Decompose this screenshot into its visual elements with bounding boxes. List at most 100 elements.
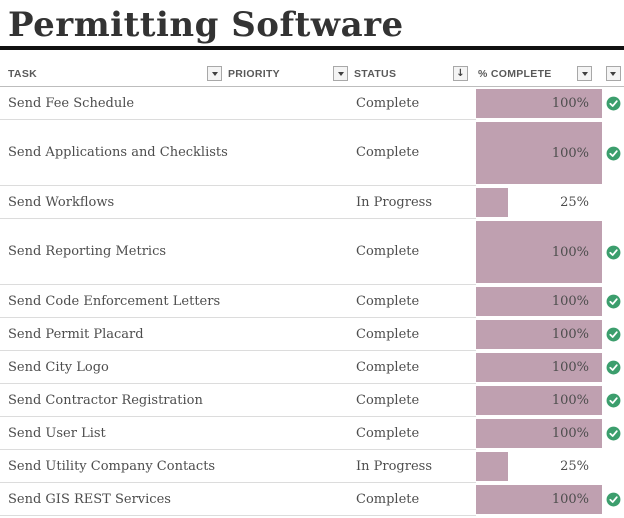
percent-label: 100% [551, 327, 589, 342]
check-cell[interactable] [602, 120, 624, 186]
check-cell[interactable] [602, 384, 624, 417]
status-cell[interactable]: Complete [352, 384, 476, 417]
column-header-task: TASK [8, 67, 38, 80]
table-row: Send GIS REST Services Complete 100% [0, 483, 624, 516]
task-label: Send Workflows [8, 194, 115, 210]
task-cell[interactable]: Send Applications and Checklists [0, 120, 228, 186]
priority-cell[interactable] [226, 384, 352, 417]
status-label: Complete [356, 491, 420, 507]
status-cell[interactable]: Complete [352, 120, 476, 186]
task-label: Send City Logo [8, 359, 109, 375]
priority-cell[interactable] [226, 450, 352, 483]
header-cell-percent-complete[interactable]: % COMPLETE [476, 61, 602, 86]
status-label: Complete [356, 326, 420, 342]
check-cell[interactable] [602, 318, 624, 351]
check-cell[interactable] [602, 450, 624, 483]
task-cell[interactable]: Send User List [0, 417, 226, 450]
percent-complete-cell[interactable]: 100% [476, 120, 602, 186]
percent-label: 100% [551, 393, 589, 408]
priority-cell[interactable] [226, 285, 352, 318]
status-label: Complete [356, 293, 420, 309]
task-cell[interactable]: Send Permit Placard [0, 318, 226, 351]
percent-label: 100% [551, 96, 589, 111]
filter-dropdown-icon [581, 71, 588, 76]
status-cell[interactable]: Complete [352, 351, 476, 384]
table-row: Send Reporting Metrics Complete 100% [0, 219, 624, 285]
check-cell[interactable] [602, 186, 624, 219]
header-cell-check[interactable] [602, 61, 624, 86]
priority-cell[interactable] [226, 318, 352, 351]
priority-cell[interactable] [226, 219, 352, 285]
status-label: Complete [356, 145, 420, 160]
percent-label: 100% [551, 492, 589, 507]
percent-complete-cell[interactable]: 25% [476, 450, 602, 483]
check-cell[interactable] [602, 285, 624, 318]
status-cell[interactable]: Complete [352, 87, 476, 120]
percent-label: 25% [560, 459, 589, 474]
priority-cell[interactable] [226, 417, 352, 450]
task-cell[interactable]: Send Contractor Registration [0, 384, 226, 417]
complete-check-icon [606, 294, 620, 309]
percent-complete-cell[interactable]: 100% [476, 87, 602, 120]
table-row: Send Code Enforcement Letters Complete 100… [0, 285, 624, 318]
percent-complete-cell[interactable]: 100% [476, 417, 602, 450]
status-sort-filter-button[interactable]: ↓ [453, 66, 468, 81]
progress-bar [476, 353, 602, 382]
check-cell[interactable] [602, 219, 624, 285]
status-label: Complete [356, 95, 420, 111]
percent-complete-cell[interactable]: 100% [476, 318, 602, 351]
progress-bar [476, 89, 602, 118]
status-label: In Progress [356, 194, 433, 210]
priority-cell[interactable] [226, 120, 352, 186]
check-column-filter-button[interactable] [605, 66, 621, 81]
status-cell[interactable]: Complete [352, 417, 476, 450]
page-title: Permitting Software [8, 5, 404, 45]
header-cell-status[interactable]: STATUS ↓ [352, 61, 476, 86]
progress-bar [476, 485, 602, 514]
status-cell[interactable]: In Progress [352, 450, 476, 483]
percent-label: 100% [551, 360, 589, 375]
percent-complete-cell[interactable]: 100% [476, 219, 602, 285]
progress-bar [476, 221, 602, 283]
task-label: Send Reporting Metrics [8, 244, 167, 259]
task-cell[interactable]: Send Fee Schedule [0, 87, 226, 120]
filter-dropdown-icon [337, 71, 344, 76]
percent-complete-cell[interactable]: 100% [476, 483, 602, 516]
percent-complete-cell[interactable]: 25% [476, 186, 602, 219]
priority-cell[interactable] [226, 483, 352, 516]
task-filter-button[interactable] [207, 66, 222, 81]
percent-complete-cell[interactable]: 100% [476, 351, 602, 384]
table-row: Send Utility Company Contacts In Progress… [0, 450, 624, 483]
status-cell[interactable]: Complete [352, 318, 476, 351]
task-cell[interactable]: Send Workflows [0, 186, 226, 219]
task-table: TASK PRIORITY STATUS ↓ % COMPLETE [0, 61, 624, 516]
status-cell[interactable]: In Progress [352, 186, 476, 219]
priority-cell[interactable] [226, 186, 352, 219]
status-cell[interactable]: Complete [352, 219, 476, 285]
header-cell-task[interactable]: TASK [0, 61, 226, 86]
task-cell[interactable]: Send Code Enforcement Letters [0, 285, 226, 318]
priority-filter-button[interactable] [333, 66, 348, 81]
check-cell[interactable] [602, 483, 624, 516]
priority-cell[interactable] [226, 87, 352, 120]
status-cell[interactable]: Complete [352, 483, 476, 516]
header-cell-priority[interactable]: PRIORITY [226, 61, 352, 86]
task-cell[interactable]: Send Utility Company Contacts [0, 450, 226, 483]
task-label: Send Utility Company Contacts [8, 458, 216, 474]
percent-complete-filter-button[interactable] [577, 66, 592, 81]
check-cell[interactable] [602, 351, 624, 384]
task-label: Send Code Enforcement Letters [8, 293, 221, 309]
progress-bar [476, 419, 602, 448]
percent-complete-cell[interactable]: 100% [476, 285, 602, 318]
task-cell[interactable]: Send Reporting Metrics [0, 219, 226, 285]
progress-bar [476, 287, 602, 316]
task-cell[interactable]: Send GIS REST Services [0, 483, 226, 516]
percent-complete-cell[interactable]: 100% [476, 384, 602, 417]
check-cell[interactable] [602, 417, 624, 450]
status-cell[interactable]: Complete [352, 285, 476, 318]
check-cell[interactable] [602, 87, 624, 120]
complete-check-icon [606, 426, 620, 441]
priority-cell[interactable] [226, 351, 352, 384]
progress-bar [476, 452, 508, 481]
task-cell[interactable]: Send City Logo [0, 351, 226, 384]
